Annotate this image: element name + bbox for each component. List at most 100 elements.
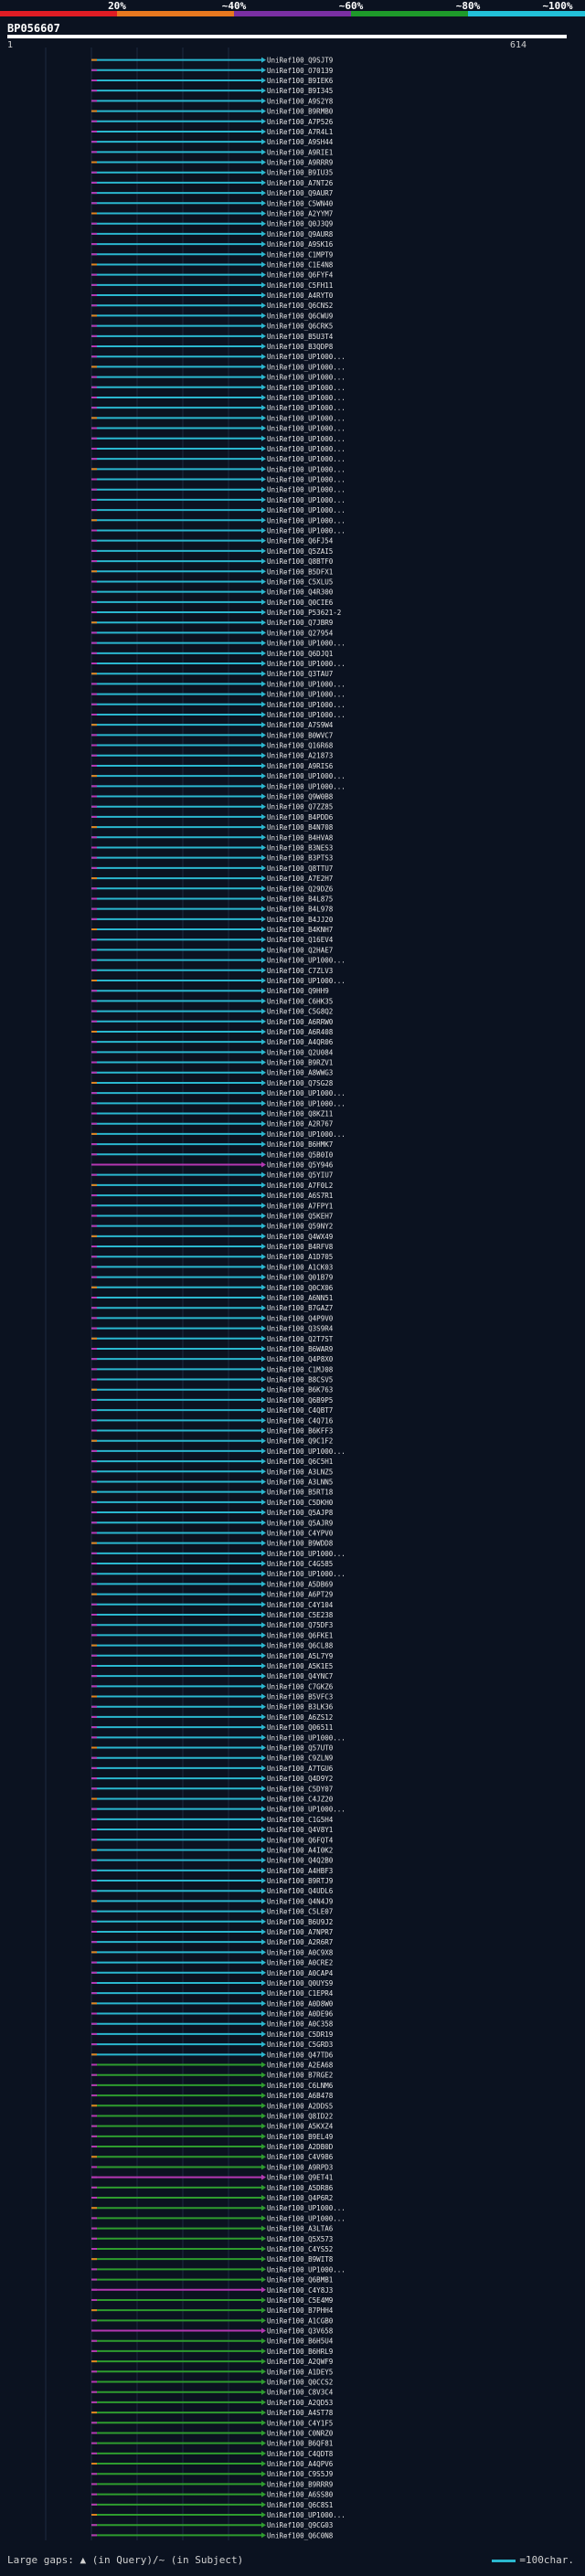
hit-row[interactable]: UniRef100_A9SH44 <box>91 138 334 146</box>
hit-label[interactable]: UniRef100_UP1000... <box>267 1130 346 1139</box>
hit-row[interactable]: UniRef100_C1E4N8 <box>91 260 334 269</box>
hit-row[interactable]: UniRef100_Q6CWU9 <box>91 312 333 320</box>
hit-label[interactable]: UniRef100_C0NRZ0 <box>267 2429 334 2437</box>
hit-row[interactable]: UniRef100_B4JJ20 <box>91 916 334 924</box>
hit-label[interactable]: UniRef100_C5GRD3 <box>267 2041 333 2049</box>
hit-row[interactable]: UniRef100_A2YYM7 <box>91 209 333 217</box>
hit-row[interactable]: UniRef100_B4HVA8 <box>91 833 334 842</box>
hit-label[interactable]: UniRef100_Q6FQT4 <box>267 1836 334 1844</box>
hit-label[interactable]: UniRef100_A21873 <box>267 752 333 760</box>
hit-row[interactable]: UniRef100_A5DB69 <box>91 1580 333 1588</box>
hit-row[interactable]: UniRef100_Q2HAE7 <box>91 946 333 954</box>
hit-label[interactable]: UniRef100_C5DR19 <box>267 2030 333 2039</box>
hit-row[interactable]: UniRef100_A3LNZ5 <box>91 1468 333 1476</box>
hit-label[interactable]: UniRef100_UP1000... <box>267 2265 346 2274</box>
hit-label[interactable]: UniRef100_A1CK03 <box>267 1263 333 1271</box>
hit-label[interactable]: UniRef100_B5U3T4 <box>267 333 334 341</box>
hit-label[interactable]: UniRef100_A6R408 <box>267 1028 334 1036</box>
hit-row[interactable]: UniRef100_C5DR19 <box>91 2030 333 2039</box>
hit-label[interactable]: UniRef100_Q29DZ6 <box>267 885 334 893</box>
hit-row[interactable]: UniRef100_A1CK03 <box>91 1263 333 1271</box>
hit-label[interactable]: UniRef100_Q6C5H1 <box>267 1458 333 1466</box>
hit-label[interactable]: UniRef100_Q9HH9 <box>267 987 329 995</box>
hit-label[interactable]: UniRef100_B6HRL9 <box>267 2348 333 2356</box>
hit-row[interactable]: UniRef100_Q27954 <box>91 629 334 637</box>
hit-label[interactable]: UniRef100_Q2HAE7 <box>267 946 333 954</box>
hit-label[interactable]: UniRef100_Q0J3Q9 <box>267 220 333 228</box>
hit-row[interactable]: UniRef100_C5DKH0 <box>91 1499 334 1507</box>
hit-label[interactable]: UniRef100_Q16R68 <box>267 742 334 750</box>
hit-label[interactable]: UniRef100_Q75DF3 <box>267 1621 333 1629</box>
hit-label[interactable]: UniRef100_A1DEY5 <box>267 2368 333 2376</box>
hit-row[interactable]: UniRef100_A9S2Y8 <box>91 97 334 105</box>
hit-row[interactable]: UniRef100_B6HRL9 <box>91 2348 333 2356</box>
hit-row[interactable]: UniRef100_C4G585 <box>91 1560 333 1568</box>
hit-label[interactable]: UniRef100_Q6C0N8 <box>267 2531 334 2539</box>
hit-row[interactable]: UniRef100_Q2T7ST <box>91 1335 334 1343</box>
hit-row[interactable]: UniRef100_Q9ET41 <box>91 2174 333 2182</box>
hit-row[interactable]: UniRef100_Q6CL88 <box>91 1642 334 1650</box>
hit-label[interactable]: UniRef100_A4QR06 <box>267 1038 334 1046</box>
hit-label[interactable]: UniRef100_C7GKZ6 <box>267 1682 334 1691</box>
hit-row[interactable]: UniRef100_A7F0L2 <box>91 1182 333 1190</box>
hit-row[interactable]: UniRef100_A5DR86 <box>91 2184 334 2192</box>
hit-label[interactable]: UniRef100_B9RTJ9 <box>267 1877 333 1885</box>
hit-label[interactable]: UniRef100_UP1000... <box>267 425 346 433</box>
hit-row[interactable]: UniRef100_Q0UYS9 <box>91 1979 333 1988</box>
hit-label[interactable]: UniRef100_Q2U084 <box>267 1048 334 1056</box>
hit-label[interactable]: UniRef100_UP1000... <box>267 363 346 371</box>
hit-row[interactable]: UniRef100_A7P526 <box>91 118 334 126</box>
hit-label[interactable]: UniRef100_UP1000... <box>267 977 346 985</box>
hit-label[interactable]: UniRef100_UP1000... <box>267 414 346 422</box>
hit-label[interactable]: UniRef100_B4N708 <box>267 823 334 832</box>
hit-label[interactable]: UniRef100_UP1000... <box>267 384 346 392</box>
hit-row[interactable]: UniRef100_B9RMB0 <box>91 108 334 116</box>
hit-row[interactable]: UniRef100_UP1000... <box>91 425 346 433</box>
hit-label[interactable]: UniRef100_Q3S9R4 <box>267 1325 334 1333</box>
hit-row[interactable]: UniRef100_B5VFC3 <box>91 1693 333 1701</box>
hit-label[interactable]: UniRef100_A3LTA6 <box>267 2225 334 2233</box>
hit-row[interactable]: UniRef100_C6HK35 <box>91 997 333 1005</box>
hit-row[interactable]: UniRef100_A0C9X8 <box>91 1948 334 1956</box>
hit-label[interactable]: UniRef100_UP1000... <box>267 1099 346 1108</box>
hit-row[interactable]: UniRef100_Q3S9R4 <box>91 1325 334 1333</box>
hit-row[interactable]: UniRef100_C4Y104 <box>91 1601 334 1609</box>
hit-row[interactable]: UniRef100_UP1000... <box>91 782 346 790</box>
hit-row[interactable]: UniRef100_C5GRD3 <box>91 2041 333 2049</box>
hit-row[interactable]: UniRef100_A0DE96 <box>91 2010 334 2019</box>
hit-label[interactable]: UniRef100_UP1000... <box>267 640 346 648</box>
hit-label[interactable]: UniRef100_Q9C1F2 <box>267 1437 333 1446</box>
hit-row[interactable]: UniRef100_Q3V658 <box>91 2327 334 2336</box>
hit-row[interactable]: UniRef100_UP1000... <box>91 486 346 494</box>
hit-row[interactable]: UniRef100_Q6C5H1 <box>91 1458 333 1466</box>
hit-label[interactable]: UniRef100_C8V3C4 <box>267 2389 334 2397</box>
hit-label[interactable]: UniRef100_B4RFV8 <box>267 1243 334 1251</box>
hit-row[interactable]: UniRef100_UP1000... <box>91 363 346 371</box>
hit-row[interactable]: UniRef100_B6K763 <box>91 1386 333 1394</box>
hit-row[interactable]: UniRef100_B6QF81 <box>91 2440 333 2448</box>
hit-label[interactable]: UniRef100_A5KXZ4 <box>267 2123 334 2131</box>
hit-row[interactable]: UniRef100_UP1000... <box>91 680 346 688</box>
hit-label[interactable]: UniRef100_B5DFX1 <box>267 567 333 576</box>
hit-row[interactable]: UniRef100_P53621-2 <box>91 609 341 617</box>
hit-label[interactable]: UniRef100_C4QBT7 <box>267 1406 333 1415</box>
hit-label[interactable]: UniRef100_A2YYM7 <box>267 209 333 217</box>
hit-row[interactable]: UniRef100_Q47TD6 <box>91 2051 334 2059</box>
hit-row[interactable]: UniRef100_UP1000... <box>91 1570 346 1578</box>
hit-row[interactable]: UniRef100_UP1000... <box>91 660 346 668</box>
hit-label[interactable]: UniRef100_B4HVA8 <box>267 833 334 842</box>
hit-label[interactable]: UniRef100_UP1000... <box>267 660 346 668</box>
hit-label[interactable]: UniRef100_A1D705 <box>267 1253 333 1261</box>
hit-label[interactable]: UniRef100_Q9AUR8 <box>267 230 334 239</box>
hit-label[interactable]: UniRef100_Q59NY2 <box>267 1223 333 1231</box>
hit-label[interactable]: UniRef100_B6HMK7 <box>267 1140 333 1149</box>
hit-label[interactable]: UniRef100_UP1000... <box>267 1447 346 1456</box>
hit-label[interactable]: UniRef100_Q6BMB1 <box>267 2276 333 2284</box>
hit-label[interactable]: UniRef100_B9WIT8 <box>267 2255 334 2263</box>
hit-label[interactable]: UniRef100_UP1000... <box>267 1806 346 1814</box>
hit-row[interactable]: UniRef100_A0CAP4 <box>91 1969 334 1977</box>
hit-row[interactable]: UniRef100_A4HBF3 <box>91 1867 333 1875</box>
hit-row[interactable]: UniRef100_Q7ZZ85 <box>91 803 333 811</box>
hit-row[interactable]: UniRef100_A21873 <box>91 752 333 760</box>
hit-label[interactable]: UniRef100_Q5AJR9 <box>267 1519 333 1527</box>
